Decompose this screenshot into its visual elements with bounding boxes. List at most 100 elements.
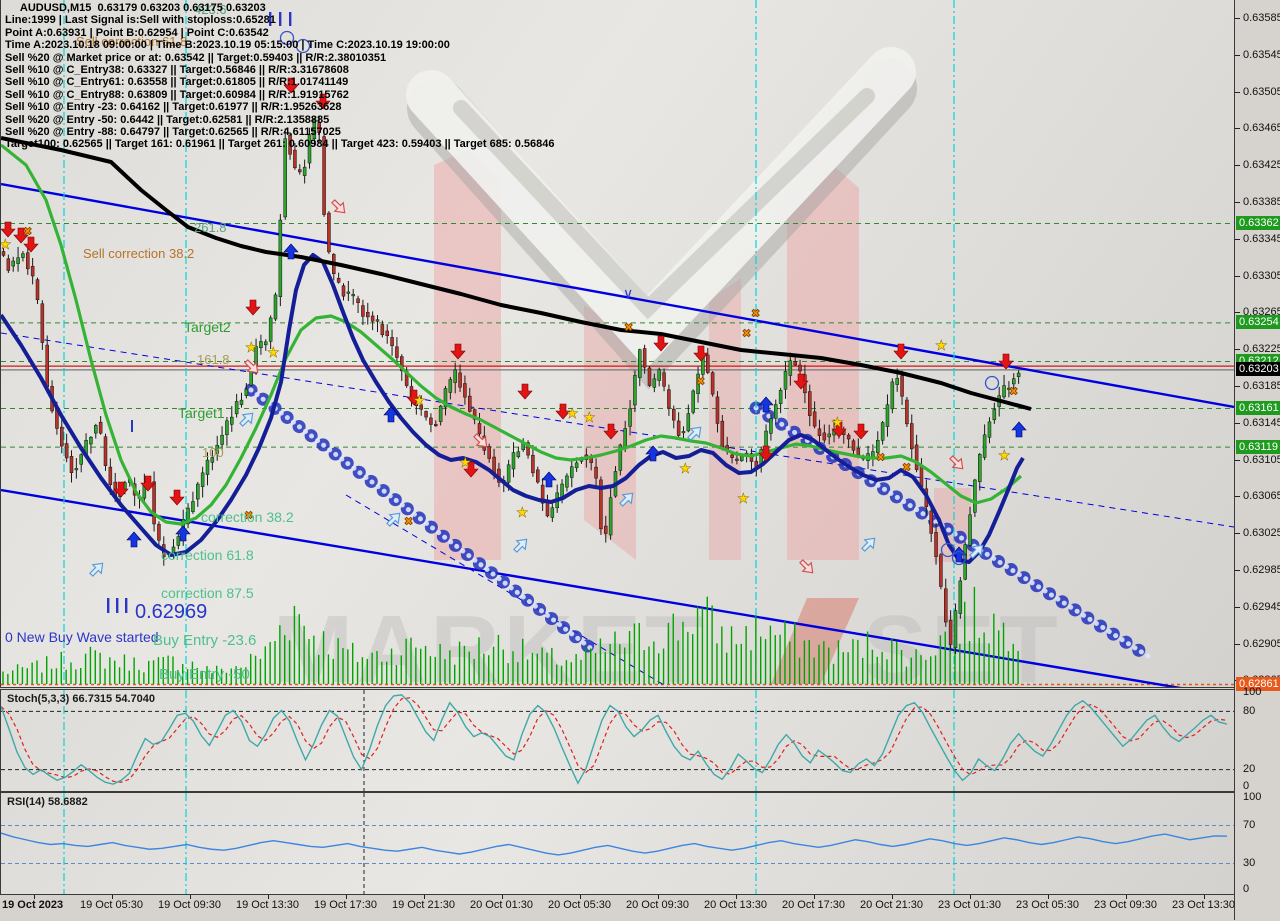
indicator-scale-label: 80	[1243, 705, 1256, 717]
candle-body	[846, 434, 851, 440]
price-axis-label: 0.63545	[1243, 49, 1280, 61]
candle-body	[657, 369, 661, 381]
time-tick	[34, 895, 35, 899]
chart-annotation: 100	[202, 445, 224, 460]
candle-body	[103, 436, 108, 466]
time-axis-label: 20 Oct 13:30	[704, 899, 767, 911]
candle-body	[948, 619, 953, 645]
price-tick	[1235, 165, 1240, 166]
candle-body	[264, 341, 268, 346]
watermark-shape	[434, 150, 501, 560]
rsi-pane[interactable]: RSI(14) 58.6882	[0, 792, 1234, 895]
indicator-scale-label: 100	[1243, 791, 1262, 803]
candle-body	[210, 457, 215, 463]
candle-body	[808, 391, 812, 416]
time-tick	[1204, 895, 1205, 899]
candle-body	[623, 428, 627, 449]
stochastic-pane[interactable]: Stoch(5,3,3) 66.7315 54.7040	[0, 689, 1234, 792]
candle-body	[26, 252, 30, 270]
candle-body	[987, 421, 992, 438]
candle-body	[220, 434, 224, 445]
candle-body	[385, 330, 389, 337]
circle-marker-icon	[940, 542, 956, 558]
candle-body	[851, 440, 856, 451]
price-axis[interactable]: 0.63585 0.63545 0.63505 0.63465 0.63425 0.633…	[1234, 0, 1280, 920]
candle-body	[273, 294, 278, 320]
ma-black-line	[1, 136, 1032, 411]
watermark-logo: MARKET SET	[273, 47, 1058, 687]
buy-arrow-icon	[951, 546, 967, 563]
chart-annotation: 423.6	[194, 2, 227, 17]
price-badge: 0.63203	[1236, 362, 1280, 376]
star-icon: ★	[583, 409, 596, 425]
time-tick	[424, 895, 425, 899]
candle-body	[312, 119, 317, 140]
time-axis-label: 19 Oct 17:30	[314, 899, 377, 911]
cross-signal-icon: ✖	[624, 322, 633, 334]
time-axis-label: 19 Oct 21:30	[392, 899, 455, 911]
stoch-main-line	[1, 694, 1228, 785]
candle-body	[749, 453, 754, 462]
candle-body	[1007, 387, 1011, 390]
candle-body	[885, 404, 890, 427]
candle-body	[628, 408, 632, 427]
star-icon: ★	[1, 236, 12, 252]
candle-body	[710, 372, 715, 395]
candle-body	[191, 501, 195, 512]
price-tick	[1235, 202, 1240, 203]
candle-body	[346, 291, 351, 294]
candle-body	[531, 454, 535, 474]
time-axis-label: 23 Oct 01:30	[938, 899, 1001, 911]
main-chart-pane[interactable]: MARKET SET ★ ★ ★ ★ ★ ★ ★ ★ ★ ★ ★ ★ ★ ✖ ✖ ✖ ✖ ✖ ✖ ✖ ✖ ✖ ✖ ∨ 423.6 26…	[0, 0, 1234, 688]
candle-body	[317, 122, 321, 133]
ma-green-line	[1, 143, 1023, 526]
main-chart-canvas[interactable]: MARKET SET★★ ★★★★★ ★★★★★★✖✖ ✖✖✖✖✖✖✖✖∨423.626…	[1, 0, 1234, 687]
sell-arrow-icon	[245, 299, 261, 316]
candle-body	[215, 444, 219, 454]
candle-body	[570, 466, 574, 478]
candle-body	[783, 371, 788, 390]
chart-annotation: Sell correction 61.8	[76, 34, 187, 49]
rsi-canvas[interactable]	[1, 793, 1234, 894]
candle-body	[778, 389, 783, 404]
sell-arrow-icon	[1, 221, 16, 238]
time-axis[interactable]: 19 Oct 2023 19 Oct 05:30 19 Oct 09:30 19 Oc…	[0, 894, 1235, 921]
sell-arrow-icon	[113, 481, 129, 498]
candle-body	[905, 399, 909, 425]
blue-bar-mark	[125, 598, 128, 613]
rsi-line	[1, 832, 1228, 856]
candle-body	[769, 418, 773, 434]
sell-arrow-icon	[169, 489, 185, 506]
candle-body	[400, 356, 404, 372]
time-tick	[658, 895, 659, 899]
buy-arrow-icon	[645, 445, 661, 462]
stochastic-canvas[interactable]	[1, 690, 1234, 791]
buy-arrow-icon	[758, 396, 774, 413]
indicator-scale-label: 100	[1243, 686, 1262, 698]
candle-body	[468, 395, 472, 412]
hollow-up-arrow-icon	[386, 512, 401, 527]
candle-body	[876, 439, 880, 453]
rsi-label: RSI(14) 58.6882	[7, 796, 88, 808]
candle-body	[715, 396, 720, 424]
candle-body	[98, 421, 103, 434]
candle-body	[511, 452, 516, 470]
candle-body	[79, 454, 83, 465]
candle-body	[560, 483, 564, 498]
candle-body	[108, 466, 113, 485]
candle-body	[992, 409, 997, 421]
chain-band-inner	[248, 387, 596, 653]
candle-body	[1002, 385, 1006, 398]
candle-body	[64, 443, 69, 459]
ma-navy-line	[1, 253, 1025, 564]
time-axis-label: 20 Oct 05:30	[548, 899, 611, 911]
sell-arrow-icon	[517, 383, 533, 400]
sell-arrow-icon	[998, 353, 1014, 370]
hollow-down-arrow-icon	[331, 199, 346, 214]
candle-body	[696, 373, 700, 394]
price-badge: 0.63254	[1236, 315, 1280, 329]
price-tick	[1235, 349, 1240, 350]
candle-body	[298, 169, 302, 173]
star-icon: ★	[267, 344, 280, 360]
star-icon: ★	[459, 454, 472, 470]
